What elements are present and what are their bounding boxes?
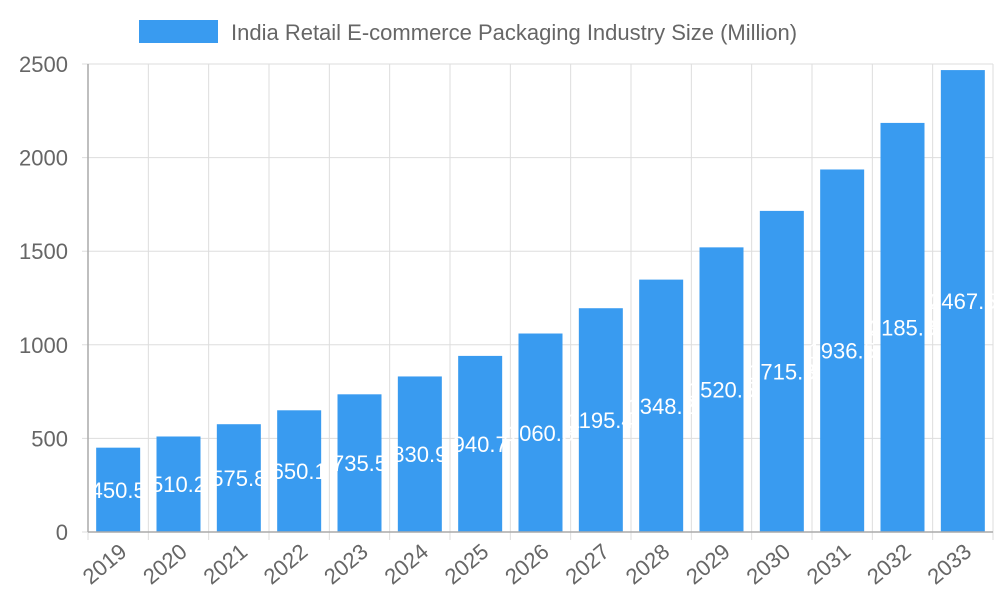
bar: [699, 247, 744, 532]
data-label: 940.7: [453, 432, 508, 457]
x-tick-label: 2033: [922, 539, 976, 590]
data-label: 2467.5: [929, 289, 996, 314]
bar: [518, 333, 563, 532]
data-label: 450.5: [91, 478, 146, 503]
x-tick-label: 2030: [741, 539, 795, 590]
x-tick-label: 2026: [500, 539, 554, 590]
bar: [216, 424, 261, 532]
x-tick-label: 2024: [379, 539, 433, 590]
x-tick-label: 2029: [681, 539, 735, 590]
x-tick-label: 2032: [862, 539, 916, 590]
bar: [759, 210, 804, 532]
bar: [337, 394, 382, 532]
bar: [458, 355, 503, 532]
bar: [940, 70, 985, 533]
x-tick-label: 2025: [440, 539, 494, 590]
legend-label: India Retail E-commerce Packaging Indust…: [231, 20, 797, 45]
data-label: 650.1: [272, 459, 327, 484]
y-tick-label: 500: [31, 426, 68, 451]
y-tick-label: 2500: [19, 52, 68, 77]
data-label: 1348.2: [628, 394, 695, 419]
bar: [639, 279, 684, 532]
bar: [156, 436, 201, 532]
x-tick-label: 2020: [138, 539, 192, 590]
data-label: 1936.5: [809, 339, 876, 364]
x-tick-label: 2019: [78, 539, 132, 590]
data-label: 575.8: [211, 466, 266, 491]
legend-swatch: [139, 20, 218, 43]
bar: [96, 447, 141, 532]
x-tick-label: 2022: [259, 539, 313, 590]
bar: [277, 410, 322, 532]
bar: [820, 169, 865, 533]
x-tick-label: 2021: [198, 539, 252, 590]
data-label: 510.2: [151, 472, 206, 497]
y-tick-label: 2000: [19, 146, 68, 171]
y-tick-label: 0: [56, 520, 68, 545]
y-tick-label: 1000: [19, 333, 68, 358]
legend[interactable]: India Retail E-commerce Packaging Indust…: [139, 20, 797, 45]
x-tick-label: 2027: [560, 539, 614, 590]
x-tick-label: 2023: [319, 539, 373, 590]
bar: [578, 308, 623, 532]
data-label: 2185.3: [869, 315, 936, 340]
data-label: 830.9: [392, 442, 447, 467]
bar: [397, 376, 442, 532]
data-label: 1195.4: [568, 408, 634, 433]
data-label: 735.5: [332, 451, 387, 476]
bar: [880, 122, 925, 533]
data-label: 1715.3: [748, 359, 815, 384]
data-label: 1060.3: [507, 421, 574, 446]
y-tick-label: 1500: [19, 239, 68, 264]
x-tick-label: 2031: [802, 539, 856, 590]
x-tick-label: 2028: [621, 539, 675, 590]
data-label: 1520.5: [688, 378, 755, 403]
